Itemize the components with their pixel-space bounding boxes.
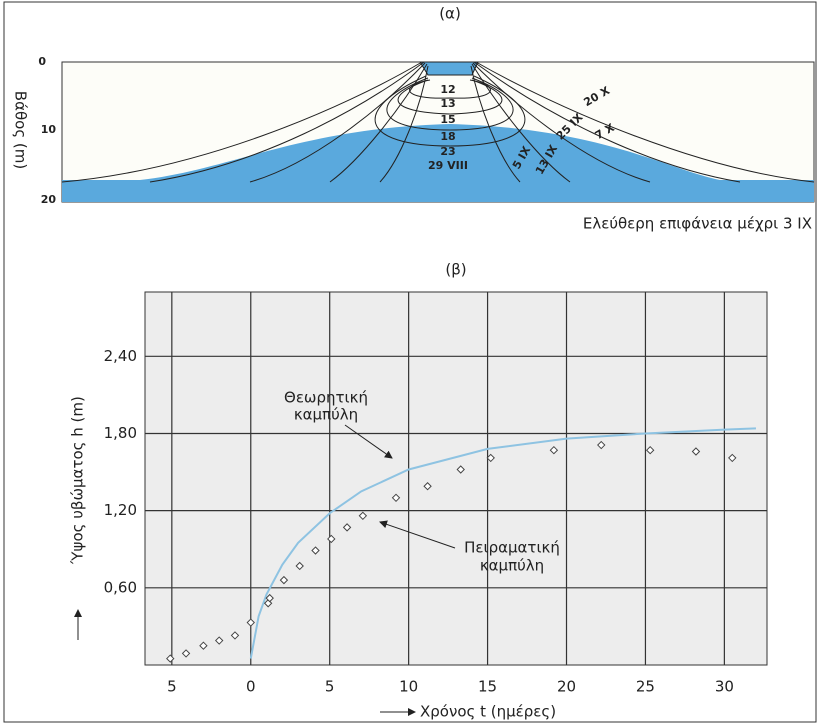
annotation-arrow [344, 424, 393, 459]
y-tick-label: 2,40 [104, 347, 137, 365]
data-point [645, 445, 655, 455]
contour [386, 77, 514, 131]
data-point [214, 636, 224, 645]
depth-tick: 10 [41, 123, 57, 136]
data-point [423, 482, 432, 491]
depth-tick: 20 [41, 193, 57, 206]
data-point [391, 493, 401, 503]
data-point [265, 593, 274, 603]
x-tick-label: 20 [557, 678, 576, 696]
data-point [295, 561, 304, 571]
x-tick-label: 10 [399, 678, 418, 696]
contour-label: 23 [440, 145, 455, 158]
data-point [327, 534, 336, 544]
plot-area [144, 291, 768, 666]
y-tick-label: 1,20 [104, 501, 137, 519]
cross-section: 0 10 20 Βάθος (m) 12 13 15 18 23 29 VIII… [12, 55, 815, 233]
data-point [199, 641, 208, 650]
data-point [358, 511, 368, 521]
y-tick-label: 0,60 [104, 578, 137, 596]
y-axis-label: Ύψος υβώματος h (m) [69, 396, 87, 565]
data-point [311, 546, 320, 555]
contour [475, 61, 815, 183]
contour-label: 29 VIII [428, 159, 468, 172]
theory-curve [249, 427, 756, 659]
panel-a-title: (α) [439, 5, 461, 23]
data-point [728, 453, 737, 463]
x-axis-label: Χρόνος t (ημέρες) [420, 703, 556, 721]
pond [419, 61, 479, 76]
data-point [279, 575, 289, 585]
x-tick-label: 25 [636, 678, 655, 696]
frame [3, 1, 817, 723]
depth-label: Βάθος (m) [12, 91, 30, 169]
water-mound [62, 124, 814, 202]
contour [473, 61, 741, 183]
data-point [486, 453, 495, 463]
annotation: καμπύλη [294, 406, 358, 424]
x-tick-label: 0 [246, 678, 256, 696]
depth-tick: 0 [38, 55, 46, 68]
data-point [166, 654, 175, 663]
x-tick-label: 5 [325, 678, 335, 696]
data-point [456, 465, 465, 474]
annotation: Πειραματική [464, 539, 560, 557]
data-point [691, 447, 701, 456]
data-point [342, 523, 352, 532]
y-tick-label: 1,80 [104, 424, 137, 442]
x-tick-label: 5 [167, 678, 177, 696]
x-tick-label: 30 [715, 678, 734, 696]
data-point [597, 440, 606, 450]
contour [374, 75, 526, 147]
contour [149, 61, 425, 183]
annotation: Θεωρητική [284, 389, 368, 407]
caption: Ελεύθερη επιφάνεια μέχρι 3 IX [583, 215, 812, 233]
data-point [230, 631, 240, 640]
contour [61, 61, 423, 183]
contour-label: 15 [440, 113, 455, 126]
contour-label: 18 [440, 130, 455, 143]
contour-label: 13 [440, 97, 455, 110]
data-point [246, 618, 255, 627]
data-point [549, 445, 559, 455]
annotation-arrow [379, 520, 456, 549]
contour-label: 12 [440, 83, 455, 96]
x-tick-label: 15 [478, 678, 497, 696]
annotation: καμπύλη [480, 557, 544, 575]
contour [249, 62, 426, 183]
contour [397, 79, 503, 115]
data-point [181, 649, 191, 658]
chart-title: (β) [445, 261, 466, 279]
contour [472, 62, 651, 183]
